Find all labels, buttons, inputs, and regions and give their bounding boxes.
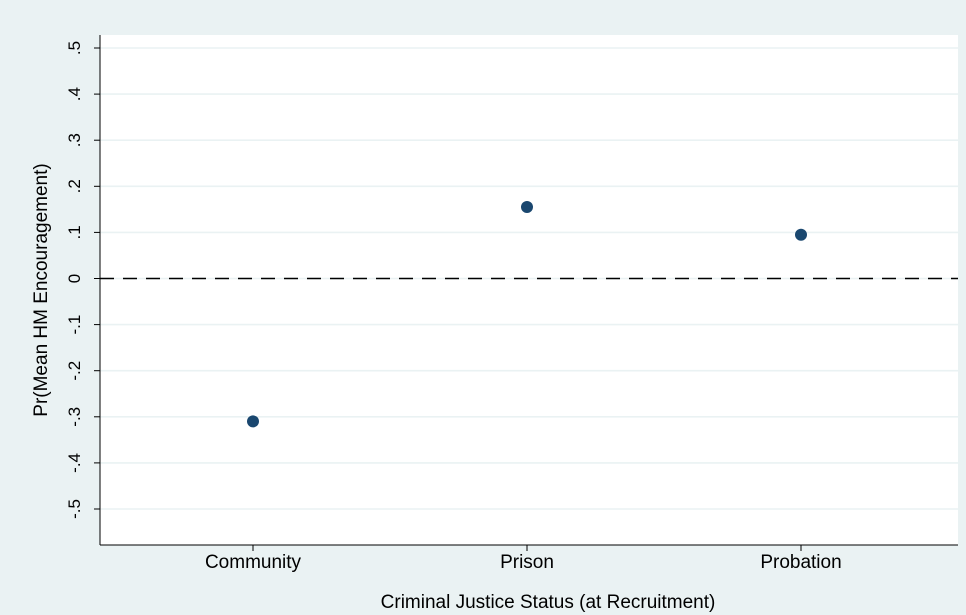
- y-tick-label: .1: [65, 225, 84, 239]
- y-tick-label: -.3: [65, 407, 84, 427]
- y-tick-label: .3: [65, 133, 84, 147]
- y-axis-label: Pr(Mean HM Encouragement): [31, 163, 52, 416]
- grid-lines: [100, 47, 958, 510]
- x-tick-label: Community: [205, 552, 302, 573]
- y-ticks: .5 .4 .3 .2 .1 0 -.1 -.2 -.3 -.4 -.5: [65, 41, 100, 519]
- y-tick-label: 0: [65, 274, 84, 283]
- axes: [99, 35, 958, 546]
- data-point-community: [247, 415, 259, 428]
- x-tick-label: Prison: [500, 552, 554, 573]
- y-tick-label: .4: [65, 87, 84, 101]
- data-points: [247, 201, 807, 428]
- y-tick-label: -.5: [65, 499, 84, 519]
- plot-area: [100, 35, 958, 545]
- y-tick-label: .2: [65, 179, 84, 193]
- y-tick-label: -.4: [65, 453, 84, 473]
- data-point-probation: [795, 228, 807, 241]
- x-ticks: Community Prison Probation: [205, 545, 842, 573]
- y-tick-label: -.1: [65, 315, 84, 335]
- y-tick-label: -.2: [65, 361, 84, 381]
- y-tick-label: .5: [65, 41, 84, 55]
- x-axis-label: Criminal Justice Status (at Recruitment): [381, 592, 716, 613]
- x-tick-label: Probation: [760, 552, 841, 573]
- data-point-prison: [521, 201, 533, 214]
